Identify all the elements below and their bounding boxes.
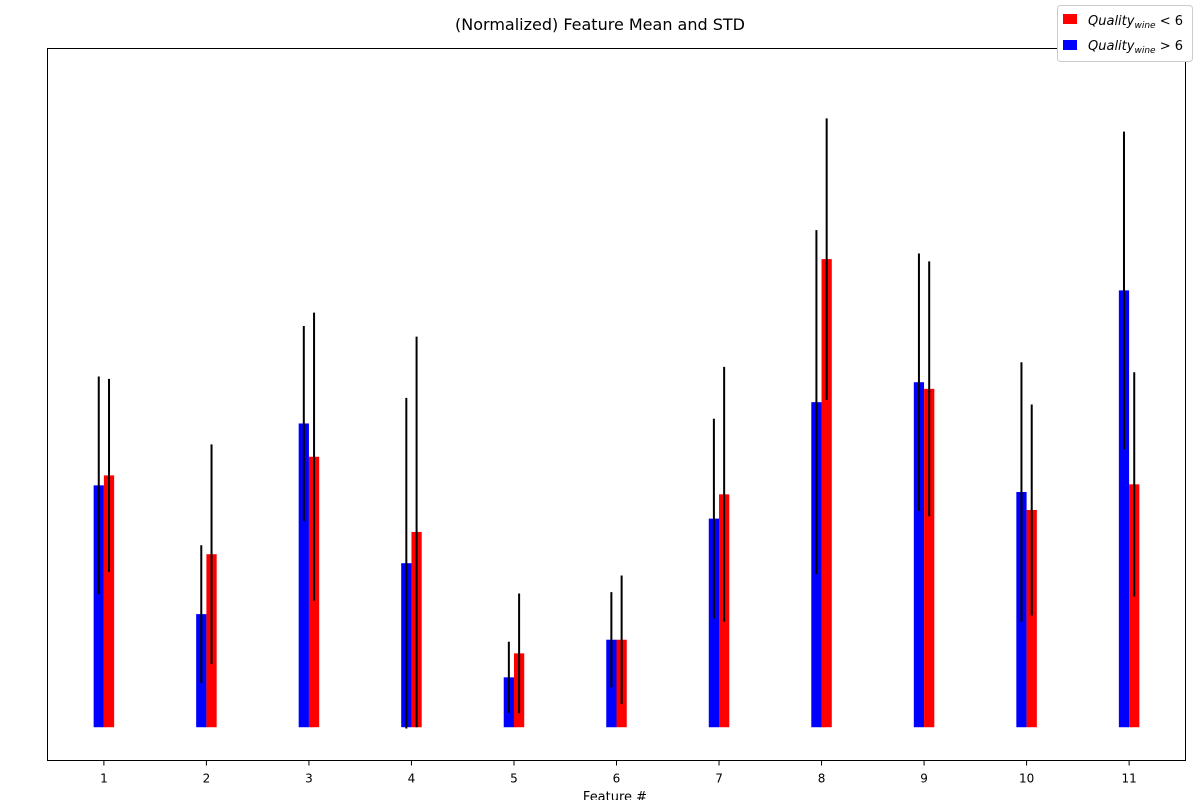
legend: Qualitywine < 6 Qualitywine > 6 bbox=[1057, 5, 1193, 62]
x-tick-label-8: 8 bbox=[818, 772, 826, 786]
x-tick-label-3: 3 bbox=[305, 772, 313, 786]
legend-swatch-blue bbox=[1063, 40, 1077, 50]
x-tick-label-11: 11 bbox=[1121, 772, 1136, 786]
bar-red-10 bbox=[1026, 509, 1037, 728]
legend-label-blue-sub: wine bbox=[1134, 46, 1156, 56]
bar-red-11 bbox=[1129, 484, 1140, 728]
legend-label-red-suffix: < 6 bbox=[1156, 14, 1183, 29]
x-tick-label-10: 10 bbox=[1019, 772, 1034, 786]
legend-label-red: Qualitywine < 6 bbox=[1088, 14, 1183, 31]
legend-label-red-prefix: Quality bbox=[1088, 14, 1135, 29]
bars-group bbox=[93, 259, 1140, 728]
bar-blue-1 bbox=[93, 485, 104, 728]
legend-swatch-red bbox=[1063, 14, 1077, 24]
x-tick-label-2: 2 bbox=[203, 772, 211, 786]
x-ticks-group: 1 2 3 4 5 6 7 8 9 10 11 bbox=[100, 760, 1137, 786]
x-tick-label-5: 5 bbox=[510, 772, 518, 786]
bar-blue-9 bbox=[913, 382, 925, 728]
legend-label-blue: Qualitywine > 6 bbox=[1088, 39, 1183, 56]
x-axis-label: Feature # bbox=[583, 790, 647, 800]
bar-red-9 bbox=[924, 388, 935, 728]
legend-label-red-sub: wine bbox=[1134, 21, 1156, 31]
errorbars-group bbox=[97, 118, 1136, 729]
x-tick-label-6: 6 bbox=[613, 772, 621, 786]
x-tick-label-1: 1 bbox=[100, 772, 108, 786]
legend-label-blue-prefix: Quality bbox=[1088, 39, 1135, 54]
chart-title: (Normalized) Feature Mean and STD bbox=[455, 15, 745, 34]
legend-frame bbox=[1057, 5, 1193, 62]
bar-blue-11 bbox=[1118, 290, 1130, 728]
x-tick-label-7: 7 bbox=[715, 772, 723, 786]
legend-label-blue-suffix: > 6 bbox=[1156, 39, 1183, 54]
bar-blue-7 bbox=[708, 518, 720, 728]
x-tick-label-9: 9 bbox=[920, 772, 928, 786]
bar-red-1 bbox=[103, 475, 115, 728]
bar-red-8 bbox=[821, 259, 832, 728]
bar-blue-3 bbox=[298, 423, 309, 728]
x-tick-label-4: 4 bbox=[408, 772, 416, 786]
